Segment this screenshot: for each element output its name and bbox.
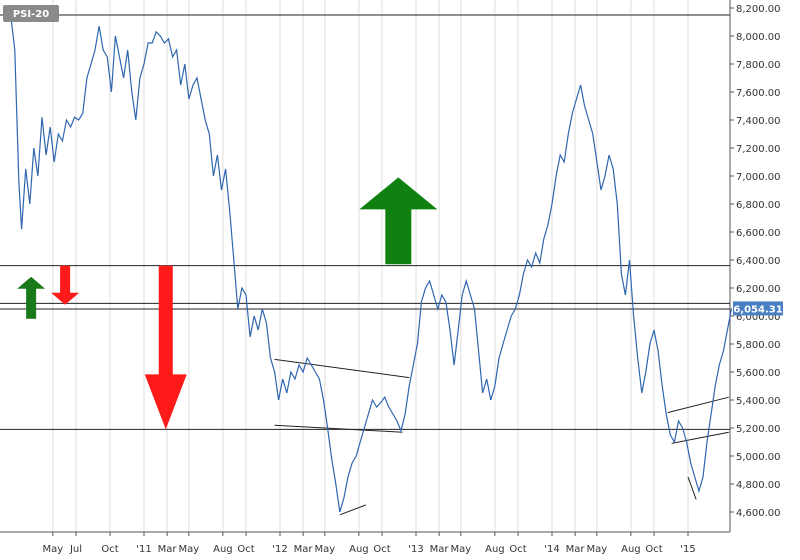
y-tick-label: 7,200.00 bbox=[736, 144, 781, 155]
horizontal-levels bbox=[0, 14, 730, 430]
y-tick-label: 5,000.00 bbox=[736, 452, 781, 463]
x-tick-label: '13 bbox=[408, 544, 423, 555]
last-value-background bbox=[733, 301, 783, 316]
x-tick-label: May bbox=[587, 544, 608, 555]
trendline bbox=[687, 476, 697, 500]
trendline bbox=[667, 396, 729, 414]
x-tick-label: Mar bbox=[430, 544, 450, 555]
x-tick-label: Aug bbox=[349, 544, 369, 555]
x-tick-label: May bbox=[451, 544, 472, 555]
y-tick-label: 7,800.00 bbox=[736, 60, 781, 71]
psi20-price-line bbox=[10, 14, 733, 513]
y-tick-label: 4,800.00 bbox=[736, 480, 781, 491]
x-tick-label: Oct bbox=[645, 544, 662, 555]
title-box-background bbox=[3, 5, 59, 22]
x-tick-label: May bbox=[179, 544, 200, 555]
y-tick-label: 7,000.00 bbox=[736, 172, 781, 183]
trendlines bbox=[274, 358, 729, 516]
x-tick-label: Jul bbox=[69, 544, 82, 555]
y-axis: 4,600.00 4,800.00 5,000.00 5,200.00 5,400.00… bbox=[730, 4, 781, 519]
last-value-text: 6,054.31 bbox=[733, 304, 782, 315]
trendline bbox=[274, 358, 410, 379]
y-tick-label: 5,400.00 bbox=[736, 396, 781, 407]
y-tick-label: 6,200.00 bbox=[736, 284, 781, 295]
y-tick-label: 7,400.00 bbox=[736, 116, 781, 127]
y-tick-label: 4,600.00 bbox=[736, 508, 781, 519]
x-tick-label: Oct bbox=[373, 544, 390, 555]
x-axis: May Jul Oct '11 Mar May Aug Oct '12 Mar May Aug Oct '… bbox=[43, 532, 696, 555]
x-tick-label: '12 bbox=[272, 544, 287, 555]
x-tick-label: Oct bbox=[237, 544, 254, 555]
y-tick-label: 5,600.00 bbox=[736, 368, 781, 379]
x-tick-label: Aug bbox=[621, 544, 641, 555]
title-box: PSI-20 bbox=[3, 5, 59, 22]
y-tick-label: 5,800.00 bbox=[736, 340, 781, 351]
price-series bbox=[10, 14, 733, 513]
down-arrow bbox=[144, 265, 187, 430]
x-tick-label: Aug bbox=[485, 544, 505, 555]
y-tick-label: 6,000.00 bbox=[736, 312, 781, 323]
y-tick-label: 8,000.00 bbox=[736, 32, 781, 43]
last-value-label: 6,054.31 bbox=[733, 301, 783, 316]
y-tick-label: 6,800.00 bbox=[736, 200, 781, 211]
up-arrow bbox=[17, 276, 46, 319]
y-tick-label: 6,400.00 bbox=[736, 256, 781, 267]
x-tick-label: Mar bbox=[294, 544, 314, 555]
x-tick-label: Oct bbox=[509, 544, 526, 555]
up-arrow bbox=[359, 177, 438, 265]
y-tick-label: 5,200.00 bbox=[736, 424, 781, 435]
trendline bbox=[339, 504, 366, 516]
y-tick-label: 6,600.00 bbox=[736, 228, 781, 239]
trendline bbox=[671, 431, 729, 444]
x-tick-label: '11 bbox=[136, 544, 151, 555]
chart-title: PSI-20 bbox=[13, 9, 49, 20]
signal-arrows bbox=[17, 177, 438, 430]
x-tick-label: May bbox=[43, 544, 64, 555]
trendline bbox=[274, 424, 403, 433]
x-tick-label: May bbox=[315, 544, 336, 555]
x-tick-label: Aug bbox=[213, 544, 233, 555]
y-tick-label: 7,600.00 bbox=[736, 88, 781, 99]
x-tick-label: Oct bbox=[101, 544, 118, 555]
x-tick-label: '15 bbox=[680, 544, 695, 555]
x-tick-label: Mar bbox=[566, 544, 586, 555]
down-arrow bbox=[51, 265, 80, 305]
x-tick-label: Mar bbox=[158, 544, 178, 555]
y-tick-label: 8,200.00 bbox=[736, 4, 781, 15]
x-tick-label: '14 bbox=[544, 544, 559, 555]
